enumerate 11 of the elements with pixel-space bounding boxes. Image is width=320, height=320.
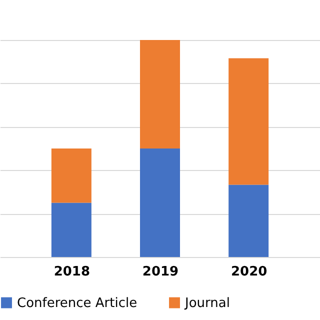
legend-label: Journal xyxy=(184,296,230,311)
bar xyxy=(228,58,269,185)
bar xyxy=(140,40,180,148)
x-tick-label: 2018 xyxy=(54,264,90,280)
bar xyxy=(140,148,180,257)
x-tick-label: 2019 xyxy=(142,264,179,280)
legend-label: Conference Article xyxy=(17,296,138,311)
bar xyxy=(51,202,92,257)
bar xyxy=(51,148,92,203)
x-tick-label: 2020 xyxy=(230,264,268,280)
bar xyxy=(228,184,269,257)
